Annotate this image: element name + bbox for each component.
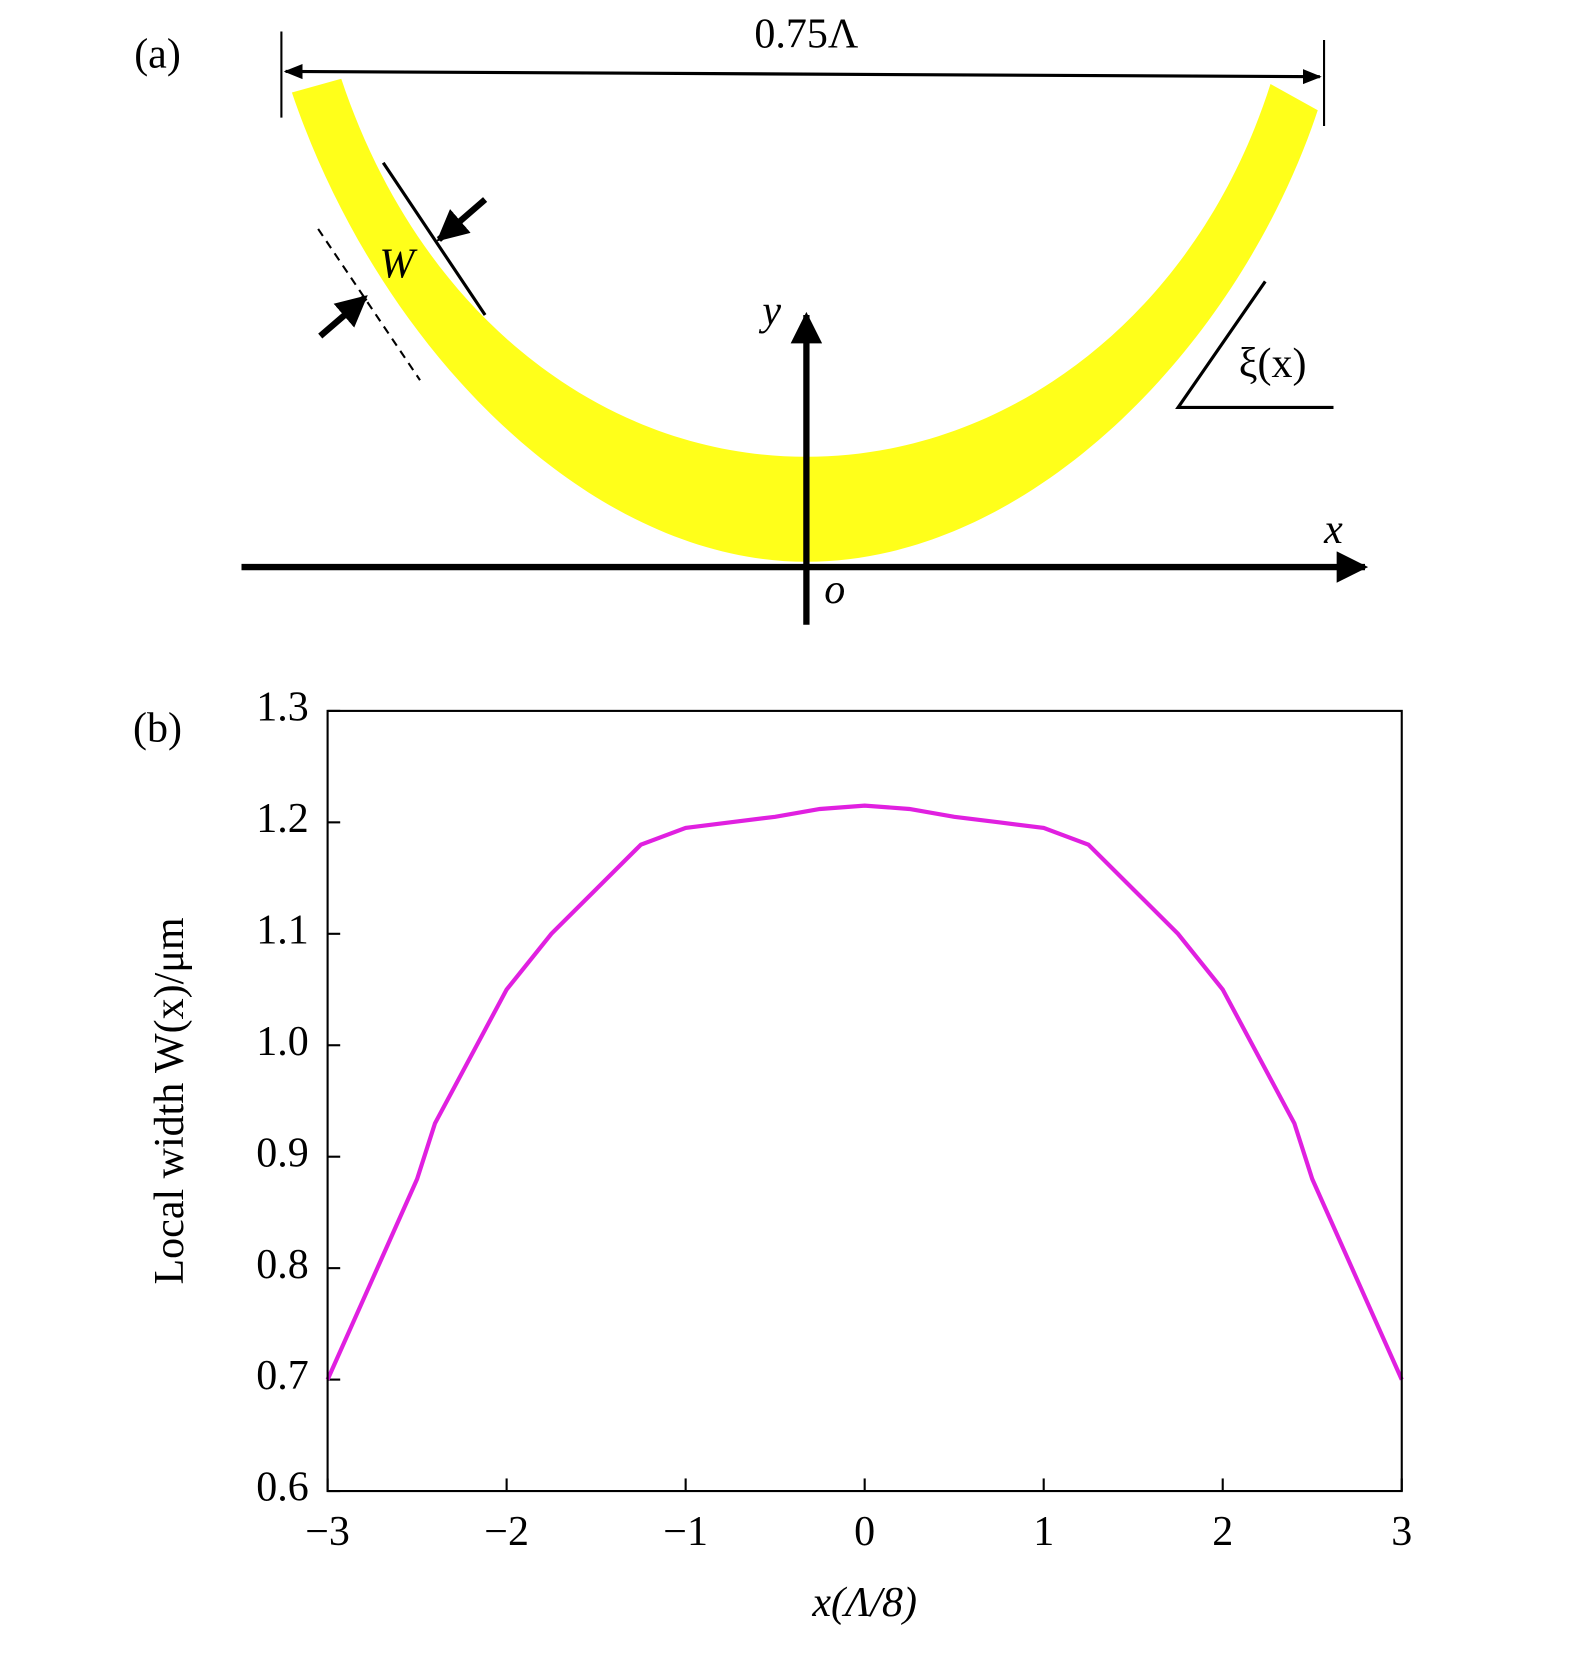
y-tick-label: 0.6: [256, 1465, 309, 1511]
width-guide: [381, 161, 487, 316]
plot-frame: [326, 709, 1403, 1493]
width-arrow: [318, 294, 368, 339]
profile-pointer: [1175, 280, 1334, 410]
x-axis-label: x: [1323, 507, 1343, 553]
span-label: 0.75Λ: [754, 11, 859, 57]
y-tick-label: 1.1: [256, 907, 309, 953]
y-tick-label: 0.8: [256, 1242, 309, 1288]
y-tick-label: 0.7: [256, 1353, 309, 1399]
diagram: (a) 0.75Λ W y x o ξ(x): [134, 11, 1369, 625]
x-axis-title: x(Λ/8): [811, 1580, 917, 1626]
x-tick-label: 3: [1391, 1509, 1412, 1555]
profile-label: ξ(x): [1239, 341, 1307, 387]
dimension-line: [283, 63, 1322, 85]
chart: (b) 0.6 0.7 0.8 0.9 1.0 1.1 1.2 1.3 −3 −2 −1 0 1 2 3 x(Λ…: [133, 685, 1412, 1627]
panel-label: (b): [133, 706, 182, 752]
x-tick-label: −1: [663, 1509, 708, 1555]
y-tick-label: 0.9: [256, 1130, 309, 1176]
x-tick-label: −3: [305, 1509, 350, 1555]
origin-label: o: [824, 567, 845, 613]
y-tick-label: 1.2: [256, 796, 309, 842]
y-axis-title: Local width W(x)/μm: [147, 917, 193, 1284]
panel-label: (a): [134, 31, 181, 77]
x-tick-label: 0: [854, 1509, 875, 1555]
y-tick-label: 1.3: [256, 685, 309, 731]
width-arrow: [436, 197, 488, 242]
x-tick-label: −2: [484, 1509, 529, 1555]
x-tick-label: 1: [1033, 1509, 1054, 1555]
x-tick-label: 2: [1212, 1509, 1233, 1555]
curved-waveguide: [291, 78, 1318, 562]
data-line: [325, 803, 1404, 1381]
y-tick-label: 1.0: [256, 1019, 309, 1065]
y-axis-label: y: [758, 289, 781, 335]
width-label: W: [379, 241, 418, 287]
width-guide: [317, 228, 421, 381]
